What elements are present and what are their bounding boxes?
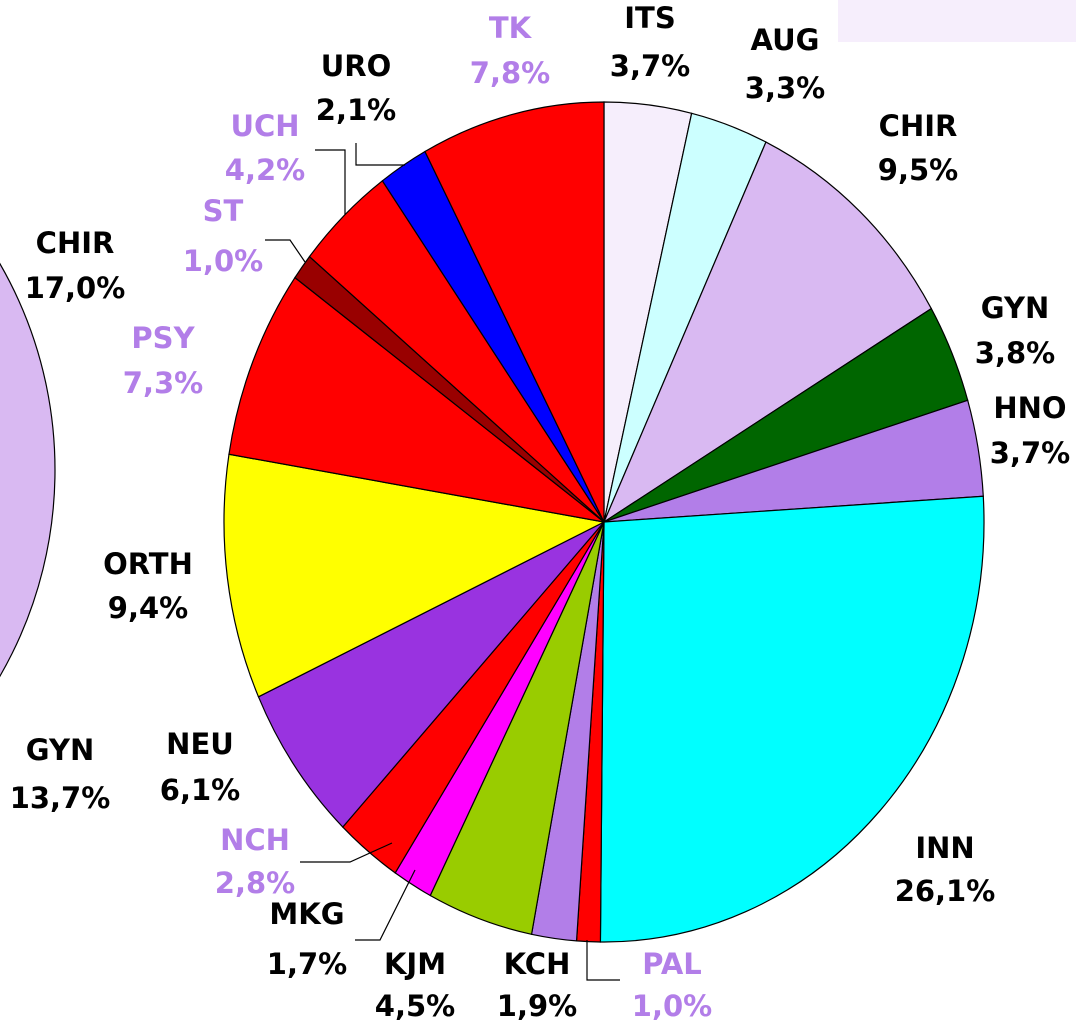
value-label: 13,7% — [10, 781, 111, 815]
pie-slice — [599, 495, 985, 943]
leader-line — [300, 842, 393, 863]
slice-label: TK — [489, 11, 533, 45]
value-label: 9,5% — [878, 153, 958, 187]
slice-label: GYN — [981, 291, 1049, 325]
slice-label: ORTH — [103, 547, 193, 581]
pie-slice — [424, 101, 605, 523]
value-label: 1,9% — [497, 989, 577, 1023]
slice-label: UCH — [230, 109, 299, 143]
slice-label: URO — [321, 49, 392, 83]
value-label: 6,1% — [160, 773, 240, 807]
slice-label: NCH — [220, 823, 290, 857]
slice-label: PAL — [642, 947, 702, 981]
value-label: 2,8% — [215, 866, 295, 900]
value-label: 7,8% — [470, 56, 550, 90]
value-label: 3,3% — [745, 71, 825, 105]
value-label: 1,0% — [632, 989, 712, 1023]
value-label: 9,4% — [108, 591, 188, 625]
slice-label: HNO — [993, 391, 1066, 425]
slice-label: KJM — [384, 947, 446, 981]
leader-lines — [265, 143, 620, 981]
slice-label: ITS — [624, 1, 675, 35]
slice-label: INN — [915, 831, 974, 865]
value-label: 3,8% — [975, 336, 1055, 370]
pie-slice — [223, 453, 606, 698]
pie-slice — [228, 276, 605, 523]
value-label: 3,7% — [990, 436, 1070, 470]
slice-label: AUG — [751, 23, 820, 57]
value-label: 1,7% — [267, 947, 347, 981]
slice-label: PSY — [131, 321, 195, 355]
legend-box — [838, 0, 1076, 42]
value-label: 26,1% — [895, 874, 996, 908]
slice-label: MKG — [269, 897, 344, 931]
value-label: 4,2% — [225, 153, 305, 187]
leader-line — [355, 869, 416, 941]
pie-slice — [0, 262, 56, 678]
value-label: 17,0% — [25, 271, 126, 305]
slice-label: CHIR — [36, 226, 115, 260]
value-label: 3,7% — [610, 49, 690, 83]
pie-slice — [602, 141, 933, 524]
slice-label: NEU — [166, 727, 234, 761]
slice-label: KCH — [504, 947, 571, 981]
value-label: 1,0% — [183, 244, 263, 278]
value-label: 7,3% — [123, 366, 203, 400]
leader-line — [355, 143, 405, 166]
leader-line — [265, 239, 306, 263]
value-label: 2,1% — [316, 93, 396, 127]
pie-slice — [257, 521, 605, 828]
value-label: 4,5% — [375, 989, 455, 1023]
slice-label: GYN — [26, 733, 94, 767]
slice-label: ST — [203, 194, 244, 228]
leader-line — [586, 940, 620, 981]
slice-label: CHIR — [879, 109, 958, 143]
leader-line — [315, 149, 346, 215]
